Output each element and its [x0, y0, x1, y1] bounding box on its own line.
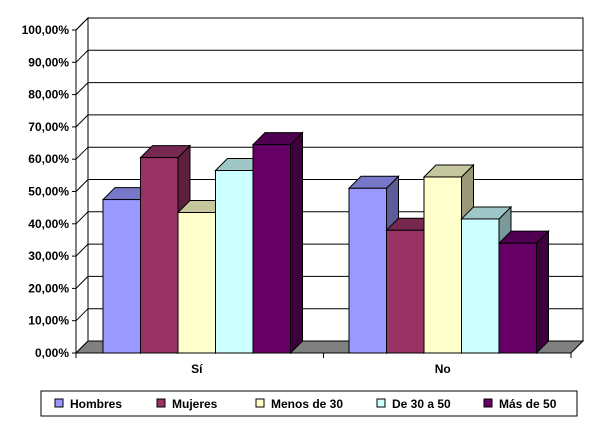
bar-front-face [177, 211, 216, 354]
y-tick-label: 40,00% [28, 217, 69, 231]
legend-item: Más de 50 [483, 397, 557, 411]
bar [251, 131, 304, 355]
gridline [75, 82, 583, 95]
bar-front-face [215, 170, 254, 354]
y-axis-tick-labels: 0,00% 10,00% 20,00% 30,00% 40,00% 50,00% 60,00… [22, 23, 77, 360]
legend-item: Menos de 30 [255, 397, 343, 411]
legend-item: Mujeres [156, 397, 218, 411]
bar-front-face [423, 176, 462, 354]
bar-front-face [348, 187, 387, 354]
bar [497, 229, 550, 355]
gridline [75, 114, 583, 128]
y-tick-label: 30,00% [28, 249, 69, 263]
legend-item: Hombres [54, 397, 122, 411]
gridline [75, 211, 583, 225]
y-tick-label: 20,00% [28, 281, 69, 295]
x-category-label: No [435, 362, 451, 376]
y-tick-label: 60,00% [28, 152, 69, 166]
gridline [75, 17, 583, 31]
legend-swatch [156, 398, 166, 408]
bar-front-face [252, 144, 291, 354]
legend-swatch [54, 398, 64, 408]
bars [101, 131, 550, 355]
legend-label: Menos de 30 [271, 397, 343, 411]
y-tick-label: 0,00% [35, 346, 69, 360]
gridlines [75, 17, 583, 322]
legend-swatch [483, 398, 493, 408]
y-tick-label: 50,00% [28, 185, 69, 199]
x-axis-category-labels: Sí No [191, 362, 451, 376]
bar-side-face [290, 131, 303, 355]
bar-side-face [536, 229, 549, 355]
legend-swatch [255, 398, 265, 408]
gridline [75, 49, 583, 63]
y-tick-label: 100,00% [22, 23, 70, 37]
y-tick-label: 10,00% [28, 314, 69, 328]
bar-front-face [140, 157, 179, 354]
legend-item: De 30 a 50 [376, 397, 451, 411]
legend-label: Hombres [70, 397, 122, 411]
bar-front-face [386, 229, 425, 354]
y-tick-label: 90,00% [28, 55, 69, 69]
y-tick-label: 80,00% [28, 88, 69, 102]
legend-swatch [376, 398, 386, 408]
bar-front-face [498, 242, 537, 354]
legend-label: Mujeres [172, 397, 218, 411]
legend: Hombres Mujeres Menos de 30 De 30 a 50 Más d… [40, 390, 578, 417]
gridline [75, 146, 583, 160]
x-category-label: Sí [191, 362, 203, 376]
bar-front-face [461, 218, 500, 354]
legend-label: De 30 a 50 [392, 397, 451, 411]
legend-label: Más de 50 [499, 397, 557, 411]
y-tick-label: 70,00% [28, 120, 69, 134]
gridline [75, 179, 583, 192]
bar-front-face [102, 199, 141, 354]
